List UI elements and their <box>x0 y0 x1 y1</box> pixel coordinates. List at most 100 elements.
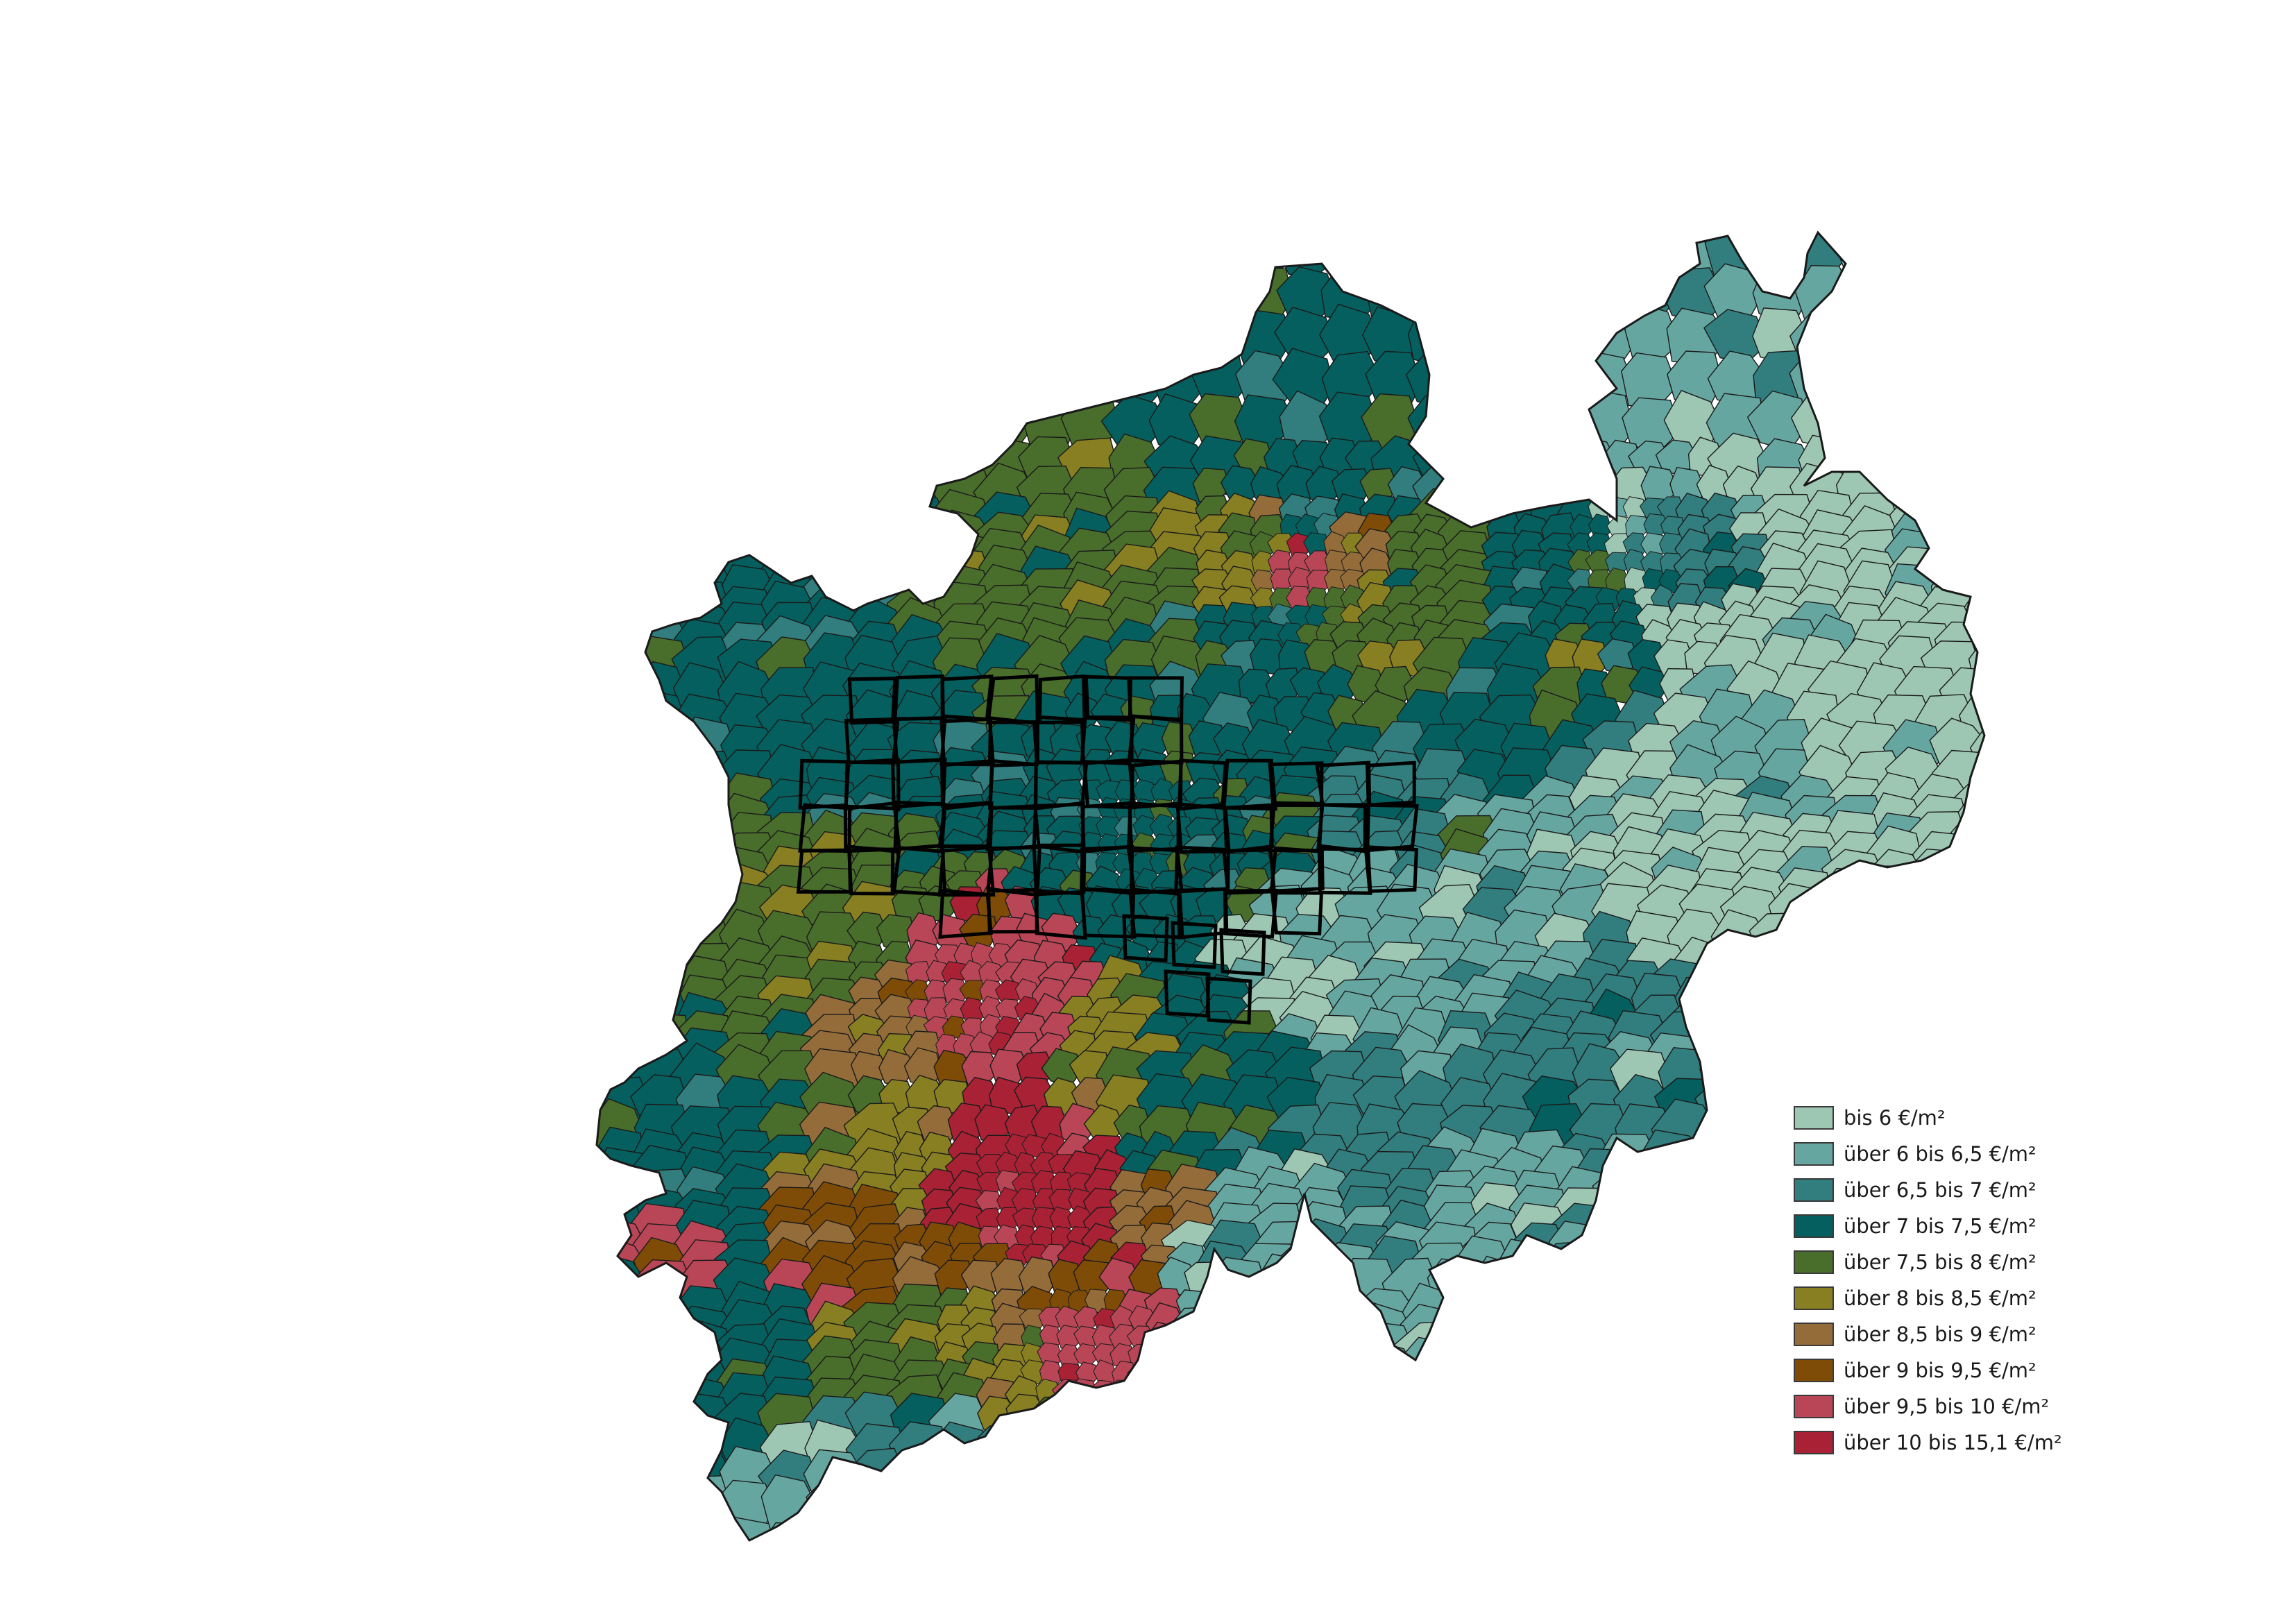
municipality-cell <box>1272 1514 1338 1540</box>
municipality-cell <box>1176 1379 1218 1416</box>
municipality-cell <box>1667 1391 1730 1446</box>
municipality-cell <box>845 267 910 323</box>
municipality-cell <box>1547 441 1585 477</box>
municipality-cell <box>1628 1389 1690 1453</box>
map-legend: bis 6 €/m² über 6 bis 6,5 €/m² über 6,5 … <box>1794 1100 2224 1461</box>
municipality-cell <box>597 309 647 365</box>
municipality-cell <box>1567 1302 1633 1360</box>
municipality-cell <box>1368 1450 1434 1506</box>
municipality-cell <box>633 791 695 851</box>
municipality-cell <box>1423 1422 1490 1481</box>
municipality-cell <box>1964 232 1984 279</box>
municipality-cell <box>1663 1473 1722 1530</box>
municipality-cell <box>1499 1451 1561 1510</box>
municipality-cell <box>1060 1422 1099 1463</box>
municipality-cell <box>1125 1375 1162 1418</box>
municipality-cell <box>1404 262 1468 325</box>
municipality-cell <box>1926 527 1984 587</box>
municipality-cell <box>978 1425 1018 1461</box>
municipality-cell <box>597 868 649 926</box>
municipality-cell <box>1600 1418 1659 1478</box>
municipality-cell <box>1722 1359 1783 1413</box>
municipality-cell <box>1920 910 1984 968</box>
municipality-cell <box>631 826 696 887</box>
municipality-cell <box>1155 1447 1222 1509</box>
municipality-cell <box>1117 1393 1155 1434</box>
municipality-cell <box>1572 1286 1633 1345</box>
municipality-cell <box>1924 976 1984 1032</box>
ruhr-district <box>1363 844 1418 893</box>
municipality-cell <box>720 493 779 549</box>
municipality-cell <box>1003 1421 1048 1459</box>
municipality-cell <box>1712 937 1772 1000</box>
municipality-cell <box>1679 1219 1739 1283</box>
municipality-cell <box>1143 1479 1210 1532</box>
municipality-cell <box>633 1516 690 1540</box>
municipality-cell <box>1230 1477 1291 1536</box>
municipality-cell <box>1200 1322 1239 1361</box>
municipality-cell <box>672 347 735 409</box>
municipality-cell <box>1874 393 1943 448</box>
municipality-cell <box>1207 1257 1270 1314</box>
municipality-cell <box>634 862 695 925</box>
municipality-cell <box>1814 1029 1875 1088</box>
municipality-cell <box>1900 1028 1966 1085</box>
municipality-cell <box>1105 262 1169 323</box>
ruhr-district <box>1269 846 1325 894</box>
municipality-cell <box>1644 1422 1704 1477</box>
legend-item: über 9 bis 9,5 €/m² <box>1794 1352 2224 1388</box>
municipality-cell <box>597 466 647 521</box>
municipality-cell <box>1746 1479 1812 1533</box>
municipality-cell <box>1708 1522 1767 1540</box>
municipality-cell <box>676 843 735 910</box>
municipality-cell <box>672 261 733 324</box>
municipality-cell <box>1718 1376 1781 1434</box>
legend-swatch <box>1794 1106 1834 1130</box>
municipality-cell <box>1470 1421 1536 1477</box>
municipality-cell <box>1655 1284 1715 1343</box>
municipality-cell <box>1461 436 1517 494</box>
municipality-cell <box>1105 308 1164 367</box>
municipality-cell <box>597 976 647 1034</box>
municipality-cell <box>629 1355 693 1411</box>
municipality-cell <box>1969 510 1984 568</box>
municipality-cell <box>1059 232 1120 283</box>
municipality-cell <box>597 913 648 970</box>
municipality-cell <box>1250 1359 1309 1413</box>
municipality-cell <box>1277 1242 1338 1295</box>
municipality-cell <box>1148 1520 1205 1540</box>
municipality-cell <box>597 1514 649 1540</box>
municipality-cell <box>1946 1030 1984 1089</box>
municipality-cell <box>1309 1305 1375 1359</box>
municipality-cell <box>1339 1356 1400 1413</box>
municipality-cell <box>841 1472 909 1537</box>
municipality-cell <box>1100 1474 1166 1536</box>
municipality-cell <box>891 513 949 567</box>
municipality-cell <box>1581 1391 1646 1451</box>
municipality-cell <box>631 532 689 589</box>
municipality-cell <box>1707 1150 1762 1209</box>
municipality-cell <box>1681 1185 1737 1241</box>
municipality-cell <box>629 513 697 568</box>
municipality-cell <box>976 232 1038 282</box>
municipality-cell <box>631 544 691 602</box>
ruhr-district <box>1223 888 1279 939</box>
municipality-cell <box>1720 1162 1784 1224</box>
municipality-cell <box>1060 1472 1121 1531</box>
ruhr-district <box>1035 889 1087 940</box>
municipality-cell <box>1880 434 1941 493</box>
municipality-cell <box>844 350 909 405</box>
municipality-cell <box>849 532 906 587</box>
legend-item: über 10 bis 15,1 €/m² <box>1794 1425 2224 1461</box>
municipality-cell <box>1229 1515 1297 1540</box>
municipality-cell <box>1877 1477 1942 1535</box>
municipality-cell <box>1925 262 1983 323</box>
municipality-cell <box>1287 1372 1350 1438</box>
municipality-cell <box>627 848 690 903</box>
municipality-cell <box>1199 1304 1242 1343</box>
municipality-cell <box>1415 1446 1474 1506</box>
municipality-cell <box>1535 348 1599 407</box>
municipality-cell <box>1486 1302 1543 1363</box>
municipality-cell <box>597 989 649 1051</box>
